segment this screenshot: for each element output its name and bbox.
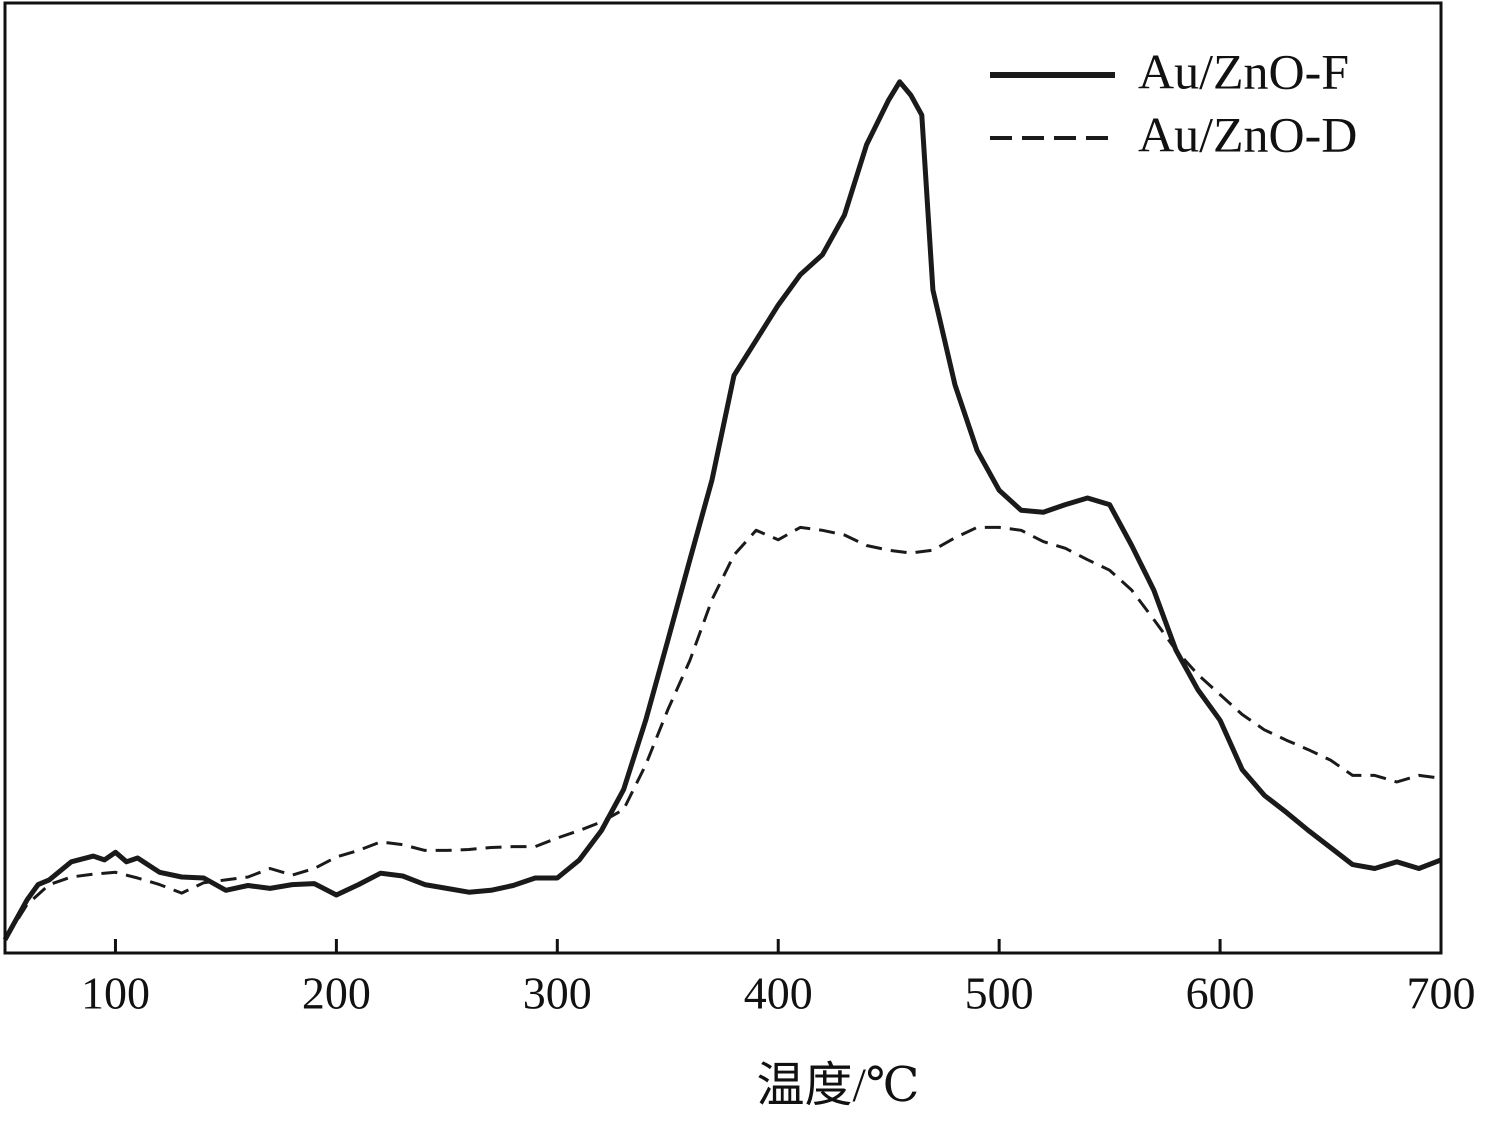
x-tick-label: 600 — [1186, 968, 1255, 1019]
x-axis-label: 温度/℃ — [756, 1059, 919, 1112]
plot-frame — [3, 1, 1443, 955]
line-series — [2, 79, 1442, 941]
x-tick-label: 400 — [744, 968, 813, 1019]
x-tick-label: 200 — [302, 968, 371, 1019]
legend-label: Au/ZnO-D — [1138, 106, 1357, 162]
x-tick-label: 300 — [523, 968, 592, 1019]
x-tick-label: 500 — [965, 968, 1034, 1019]
line-series — [3, 525, 1442, 941]
x-tick-label: 700 — [1407, 968, 1476, 1019]
legend-label: Au/ZnO-F — [1138, 43, 1349, 99]
x-tick-label: 100 — [81, 968, 150, 1019]
